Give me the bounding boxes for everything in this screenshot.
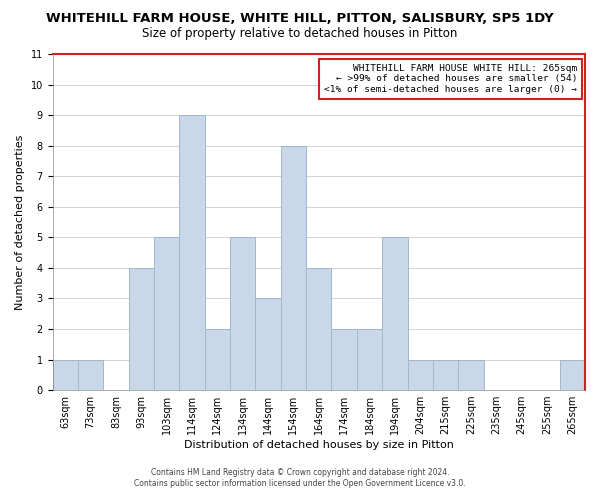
- Bar: [458, 360, 484, 390]
- Bar: [78, 360, 103, 390]
- Text: Contains HM Land Registry data © Crown copyright and database right 2024.
Contai: Contains HM Land Registry data © Crown c…: [134, 468, 466, 487]
- Bar: [230, 238, 256, 390]
- Bar: [407, 360, 433, 390]
- Text: WHITEHILL FARM HOUSE, WHITE HILL, PITTON, SALISBURY, SP5 1DY: WHITEHILL FARM HOUSE, WHITE HILL, PITTON…: [46, 12, 554, 26]
- X-axis label: Distribution of detached houses by size in Pitton: Distribution of detached houses by size …: [184, 440, 454, 450]
- Bar: [53, 360, 78, 390]
- Bar: [179, 115, 205, 390]
- Bar: [357, 329, 382, 390]
- Text: Size of property relative to detached houses in Pitton: Size of property relative to detached ho…: [142, 28, 458, 40]
- Bar: [306, 268, 331, 390]
- Y-axis label: Number of detached properties: Number of detached properties: [15, 134, 25, 310]
- Text: WHITEHILL FARM HOUSE WHITE HILL: 265sqm
← >99% of detached houses are smaller (5: WHITEHILL FARM HOUSE WHITE HILL: 265sqm …: [324, 64, 577, 94]
- Bar: [560, 360, 585, 390]
- Bar: [331, 329, 357, 390]
- Bar: [382, 238, 407, 390]
- Bar: [281, 146, 306, 390]
- Bar: [433, 360, 458, 390]
- Bar: [128, 268, 154, 390]
- Bar: [256, 298, 281, 390]
- Bar: [154, 238, 179, 390]
- Bar: [205, 329, 230, 390]
